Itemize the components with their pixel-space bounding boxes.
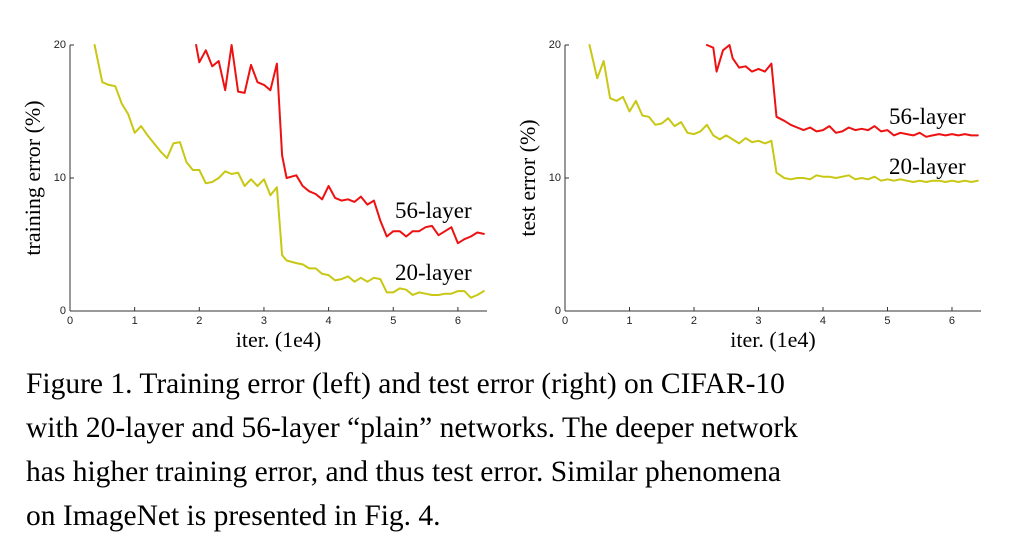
series-line-56-layer [705, 44, 979, 138]
series-label: 20-layer [889, 154, 966, 179]
x-tick-label: 1 [132, 315, 138, 327]
figure-caption: Figure 1. Training error (left) and test… [26, 362, 1001, 538]
x-tick-label: 0 [562, 315, 568, 327]
series-line-20-layer [588, 44, 979, 183]
y-tick-label: 0 [60, 305, 66, 317]
y-tick-label: 20 [54, 39, 66, 51]
series-label: 20-layer [395, 260, 472, 285]
y-axis-label: test error (%) [515, 119, 540, 236]
caption-line: has higher training error, and thus test… [26, 456, 781, 488]
x-tick-label: 5 [390, 315, 396, 327]
series-label: 56-layer [395, 198, 472, 223]
x-axis-label: iter. (1e4) [236, 327, 322, 352]
series-line-56-layer [195, 44, 485, 245]
x-axis-label: iter. (1e4) [730, 327, 816, 352]
x-tick-label: 4 [820, 315, 826, 327]
y-tick-label: 10 [54, 172, 66, 184]
caption-line: Figure 1. Training error (left) and test… [26, 368, 785, 400]
x-tick-label: 3 [261, 315, 267, 327]
x-tick-label: 6 [455, 315, 461, 327]
x-tick-label: 1 [626, 315, 632, 327]
caption-line: on ImageNet is presented in Fig. 4. [26, 500, 441, 532]
x-tick-label: 2 [196, 315, 202, 327]
series-line-20-layer [93, 44, 485, 299]
x-tick-label: 3 [755, 315, 761, 327]
y-axis-label: training error (%) [20, 100, 45, 255]
y-tick-label: 20 [549, 39, 561, 51]
y-tick-label: 0 [555, 305, 561, 317]
x-tick-label: 4 [326, 315, 332, 327]
y-tick-label: 10 [549, 172, 561, 184]
x-tick-label: 5 [884, 315, 890, 327]
series-label: 56-layer [889, 104, 966, 129]
x-tick-label: 6 [949, 315, 955, 327]
x-tick-label: 2 [691, 315, 697, 327]
caption-line: with 20-layer and 56-layer “plain” netwo… [26, 412, 798, 444]
x-tick-label: 0 [67, 315, 73, 327]
